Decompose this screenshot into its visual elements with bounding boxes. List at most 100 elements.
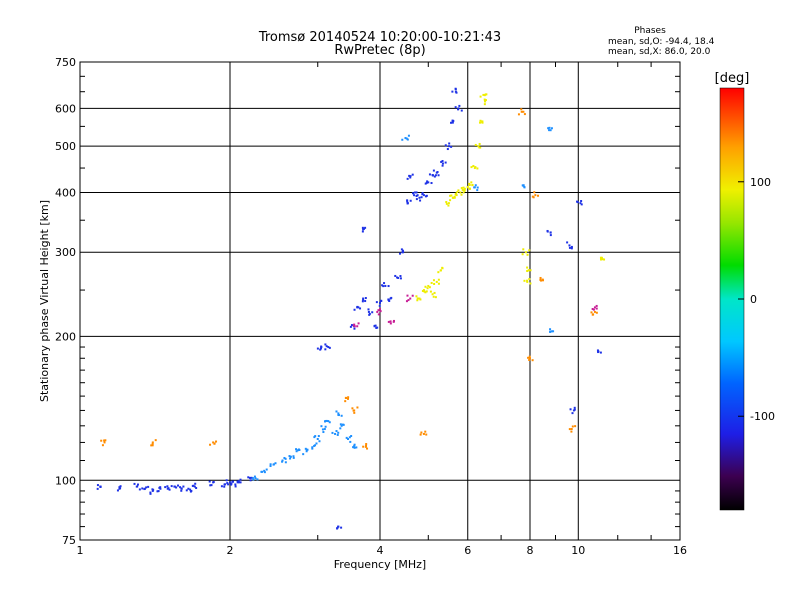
data-point-cluster [474,184,477,187]
data-point-cluster [595,311,598,314]
data-point-cluster [523,113,526,116]
plot-frame [79,61,681,541]
data-point [435,280,438,283]
data-point-cluster [573,406,576,409]
data-point-cluster [314,435,317,438]
data-point-cluster [479,95,482,98]
data-point-cluster [580,200,583,203]
data-point-cluster [344,396,347,399]
data-point-cluster [426,287,429,290]
data-point-cluster [470,166,473,169]
data-point [346,437,349,440]
data-point-cluster [145,486,148,489]
data-point-cluster [460,193,463,196]
data-point-cluster [340,526,343,529]
data-point [212,441,215,444]
data-point-cluster [335,410,338,413]
data-point-cluster [415,191,418,194]
data-point-cluster [352,324,355,327]
data-point-cluster [462,191,465,194]
data-point-cluster [444,144,447,147]
data-point-cluster [432,295,435,298]
data-point [337,412,340,415]
data-point [239,481,242,484]
data-point-cluster [118,486,121,489]
data-point-cluster [230,482,233,485]
data-point-cluster [457,189,460,192]
data-point [422,432,425,435]
data-point-cluster [523,186,526,189]
data-point-cluster [362,227,365,230]
data-point-cluster [439,269,442,272]
data-point-cluster [580,203,583,206]
data-point-cluster [437,278,440,281]
data-point [254,477,257,480]
data-point-cluster [361,226,364,229]
data-point-cluster [295,450,298,453]
data-point-cluster [295,448,298,451]
data-point-cluster [409,175,412,178]
data-point-cluster [100,439,103,442]
data-point-cluster [421,290,424,293]
data-point-cluster [527,269,530,272]
data-point-cluster [407,134,410,137]
data-point-cluster [446,148,449,151]
data-point-cluster [231,480,234,483]
data-point-cluster [339,427,342,430]
data-point [422,194,425,197]
data-point-cluster [364,297,367,300]
data-point-cluster [306,448,309,451]
data-point-cluster [421,192,424,195]
data-point-cluster [357,306,360,309]
data-point-cluster [342,423,345,426]
data-point-cluster [603,258,606,261]
data-point-cluster [353,411,356,414]
data-point-cluster [592,308,595,311]
data-point-cluster [409,199,412,202]
data-point-cluster [476,167,479,170]
x-tick-label: 4 [377,544,384,557]
data-point-cluster [479,146,482,149]
data-point-cluster [209,443,212,446]
data-point-cluster [151,442,154,445]
data-point-cluster [256,478,259,481]
data-point [327,346,330,349]
data-point [103,441,106,444]
data-point [455,194,458,197]
data-point-cluster [136,483,139,486]
data-point [404,137,407,140]
data-point-cluster [190,489,193,492]
data-point-cluster [376,326,379,329]
colorbar-label: [deg] [715,71,750,86]
data-point-cluster [537,194,540,197]
data-point [579,202,582,205]
data-point [552,330,555,333]
data-point-cluster [450,121,453,124]
data-point-cluster [447,204,450,207]
data-point-cluster [526,253,529,256]
x-tick-label: 2 [227,544,234,557]
data-point-cluster [344,400,347,403]
data-point-cluster [263,469,266,472]
data-point-cluster [423,290,426,293]
axis-ticks [80,62,680,540]
data-point-cluster [406,199,409,202]
data-point [524,251,527,254]
data-point-cluster [320,425,323,428]
data-point-cluster [599,258,602,261]
data-point-cluster [425,290,428,293]
data-point-cluster [250,476,253,479]
data-point-cluster [549,234,552,237]
data-point-cluster [463,189,466,192]
data-point-cluster [223,485,226,488]
data-point-cluster [298,449,301,452]
data-point-cluster [416,194,419,197]
data-point-cluster [383,282,386,285]
data-point-cluster [457,108,460,111]
data-point [593,310,596,313]
data-point [340,424,343,427]
data-point-cluster [450,194,453,197]
colorbar-ticks: 100 0 -100 [738,176,775,423]
data-point-cluster [345,436,348,439]
data-point-cluster [478,142,481,145]
